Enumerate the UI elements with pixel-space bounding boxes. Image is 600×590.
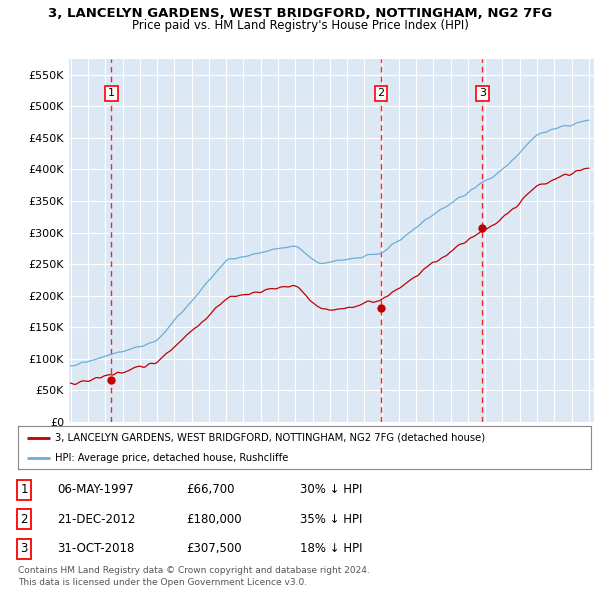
Text: 31-OCT-2018: 31-OCT-2018 xyxy=(57,542,134,555)
Text: 1: 1 xyxy=(20,483,28,496)
Text: £180,000: £180,000 xyxy=(186,513,242,526)
Text: 3, LANCELYN GARDENS, WEST BRIDGFORD, NOTTINGHAM, NG2 7FG: 3, LANCELYN GARDENS, WEST BRIDGFORD, NOT… xyxy=(48,7,552,20)
Text: 18% ↓ HPI: 18% ↓ HPI xyxy=(300,542,362,555)
Text: 21-DEC-2012: 21-DEC-2012 xyxy=(57,513,136,526)
Text: HPI: Average price, detached house, Rushcliffe: HPI: Average price, detached house, Rush… xyxy=(55,453,289,463)
Text: 35% ↓ HPI: 35% ↓ HPI xyxy=(300,513,362,526)
Text: 2: 2 xyxy=(377,88,385,99)
Text: £307,500: £307,500 xyxy=(186,542,242,555)
Text: 1: 1 xyxy=(108,88,115,99)
Text: £66,700: £66,700 xyxy=(186,483,235,496)
Text: 06-MAY-1997: 06-MAY-1997 xyxy=(57,483,134,496)
Text: 3: 3 xyxy=(479,88,486,99)
Text: Contains HM Land Registry data © Crown copyright and database right 2024.
This d: Contains HM Land Registry data © Crown c… xyxy=(18,566,370,587)
Text: Price paid vs. HM Land Registry's House Price Index (HPI): Price paid vs. HM Land Registry's House … xyxy=(131,19,469,32)
Text: 3: 3 xyxy=(20,542,28,555)
Text: 30% ↓ HPI: 30% ↓ HPI xyxy=(300,483,362,496)
Text: 2: 2 xyxy=(20,513,28,526)
Text: 3, LANCELYN GARDENS, WEST BRIDGFORD, NOTTINGHAM, NG2 7FG (detached house): 3, LANCELYN GARDENS, WEST BRIDGFORD, NOT… xyxy=(55,432,485,442)
